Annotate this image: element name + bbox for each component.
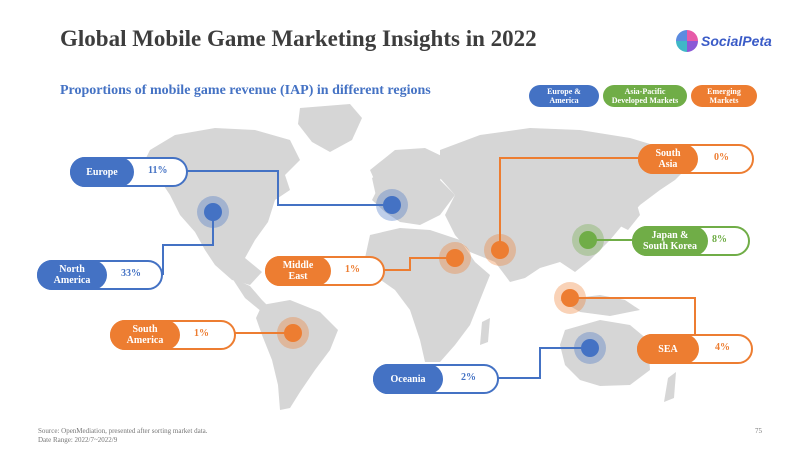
label-europe: Europe 11%	[70, 157, 188, 187]
logo-text: SocialPeta	[701, 33, 772, 49]
label-north-america-name: North America	[37, 260, 107, 290]
marker-north-america	[197, 196, 229, 228]
label-europe-value: 11%	[148, 165, 168, 176]
legend-europe-america: Europe & America	[529, 85, 599, 107]
label-sea-name: SEA	[637, 334, 699, 364]
new-zealand-shape	[664, 372, 676, 402]
marker-sea	[554, 282, 586, 314]
japan-shape	[620, 198, 640, 230]
label-europe-name: Europe	[70, 157, 134, 187]
label-sea-value: 4%	[715, 342, 730, 353]
marker-middle-east	[439, 242, 471, 274]
marker-europe	[376, 189, 408, 221]
sea-islands-shape	[560, 295, 640, 316]
legend-emerging-markets: Emerging Markets	[691, 85, 757, 107]
label-japan-korea-value: 8%	[712, 234, 727, 245]
marker-south-america	[277, 317, 309, 349]
label-south-america: South America 1%	[110, 320, 236, 350]
label-south-asia: South Asia 0%	[638, 144, 754, 174]
label-oceania: Oceania 2%	[373, 364, 499, 394]
page-number: 75	[755, 427, 762, 435]
logo-mark-icon	[676, 30, 698, 52]
connector-europe	[185, 170, 393, 206]
label-oceania-name: Oceania	[373, 364, 443, 394]
brand-logo: SocialPeta	[676, 30, 772, 52]
label-north-america-value: 33%	[121, 268, 141, 279]
label-south-america-name: South America	[110, 320, 180, 350]
connector-south-asia	[499, 157, 640, 250]
legend-asia-pacific-developed: Asia-Pacific Developed Markets	[603, 85, 687, 107]
label-north-america: North America 33%	[37, 260, 163, 290]
footer-date-range: Date Range: 2022/7~2022/9	[38, 436, 118, 444]
marker-japan-korea	[572, 224, 604, 256]
label-south-america-value: 1%	[194, 328, 209, 339]
region-markers	[197, 189, 606, 364]
greenland-shape	[298, 104, 362, 152]
connector-oceania	[498, 347, 590, 379]
marker-south-asia	[484, 234, 516, 266]
label-oceania-value: 2%	[461, 372, 476, 383]
uk-shape	[372, 172, 386, 196]
connector-middle-east	[383, 257, 455, 271]
footer-notes: Source: OpenMediation, presented after s…	[38, 427, 208, 445]
chart-subtitle: Proportions of mobile game revenue (IAP)…	[60, 83, 431, 98]
label-sea: SEA 4%	[637, 334, 753, 364]
label-middle-east-name: Middle East	[265, 256, 331, 286]
south-america-shape	[256, 300, 338, 410]
page-title: Global Mobile Game Marketing Insights in…	[60, 26, 537, 51]
label-middle-east-value: 1%	[345, 264, 360, 275]
australia-shape	[560, 320, 650, 386]
label-south-asia-name: South Asia	[638, 144, 698, 174]
marker-oceania	[574, 332, 606, 364]
central-america-shape	[232, 278, 270, 312]
label-japan-korea: Japan & South Korea 8%	[632, 226, 750, 256]
label-japan-korea-name: Japan & South Korea	[632, 226, 708, 256]
label-middle-east: Middle East 1%	[265, 256, 385, 286]
footer-source: Source: OpenMediation, presented after s…	[38, 427, 208, 435]
madagascar-shape	[480, 318, 490, 345]
label-south-asia-value: 0%	[714, 152, 729, 163]
